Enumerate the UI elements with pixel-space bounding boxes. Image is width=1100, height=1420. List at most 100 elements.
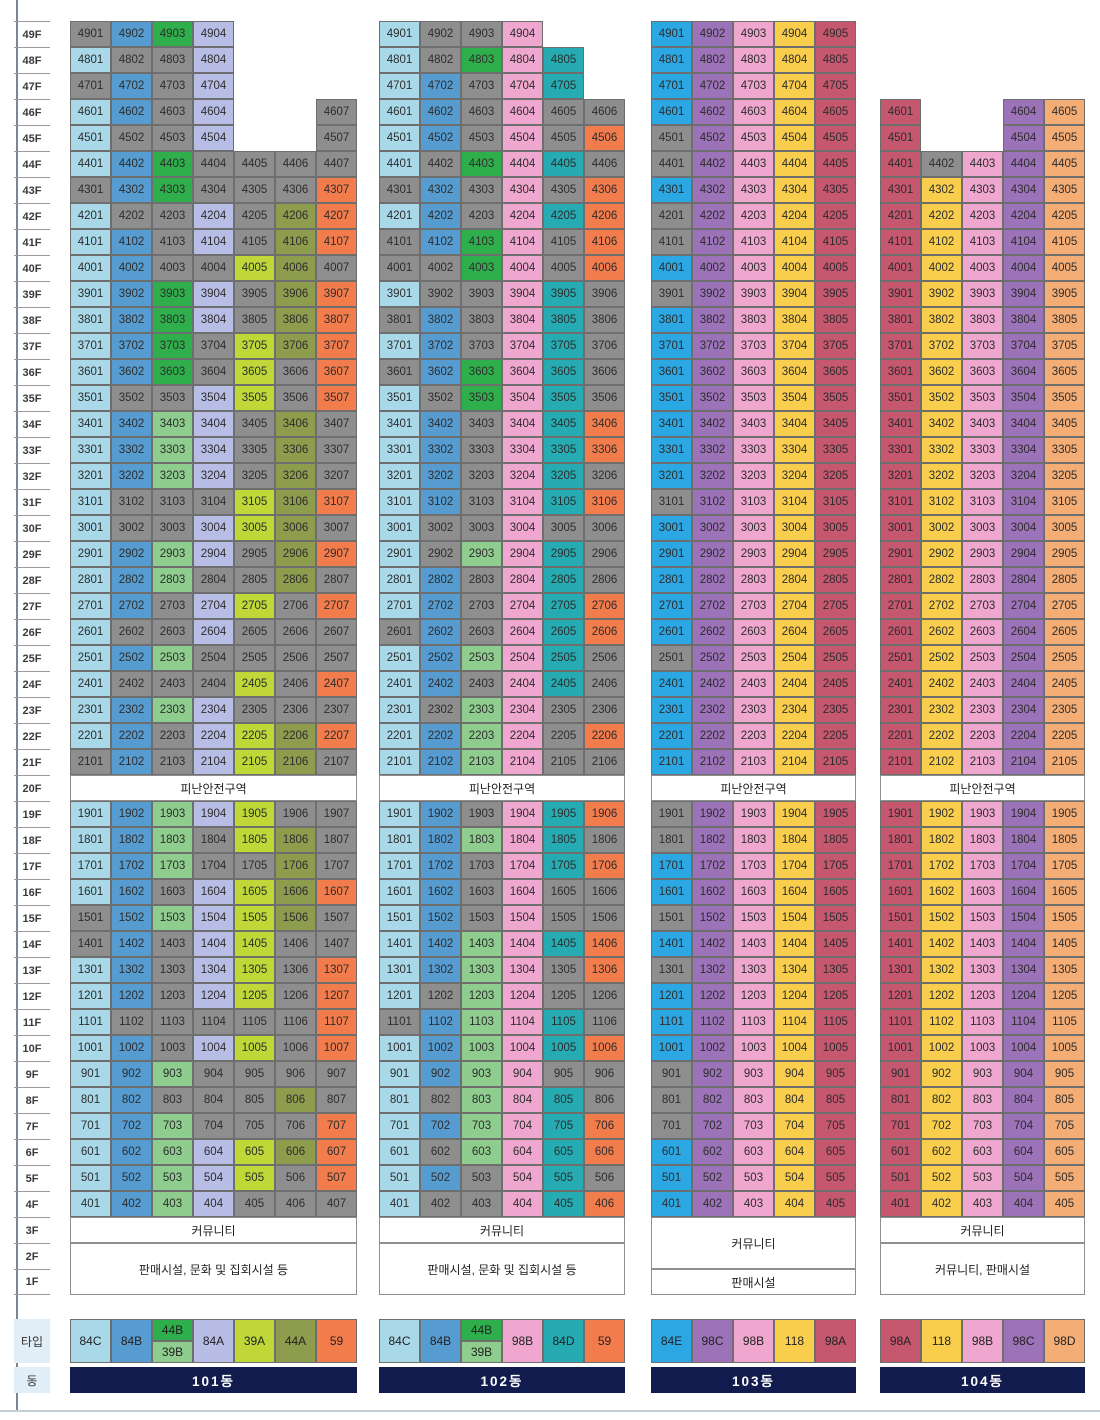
- unit-cell-1903[interactable]: 1903: [962, 801, 1003, 827]
- unit-cell-2203[interactable]: 2203: [461, 723, 502, 749]
- unit-cell-2703[interactable]: 2703: [962, 593, 1003, 619]
- unit-cell-1901[interactable]: 1901: [70, 801, 111, 827]
- unit-cell-3102[interactable]: 3102: [921, 489, 962, 515]
- unit-cell-4202[interactable]: 4202: [921, 203, 962, 229]
- unit-cell-4301[interactable]: 4301: [880, 177, 921, 203]
- unit-cell-3203[interactable]: 3203: [962, 463, 1003, 489]
- unit-cell-2902[interactable]: 2902: [921, 541, 962, 567]
- unit-cell-1103[interactable]: 1103: [962, 1009, 1003, 1035]
- unit-cell-1405[interactable]: 1405: [815, 931, 856, 957]
- unit-cell-2302[interactable]: 2302: [692, 697, 733, 723]
- unit-cell-2301[interactable]: 2301: [880, 697, 921, 723]
- unit-cell-4304[interactable]: 4304: [502, 177, 543, 203]
- unit-cell-1203[interactable]: 1203: [461, 983, 502, 1009]
- unit-cell-1704[interactable]: 1704: [502, 853, 543, 879]
- unit-cell-601[interactable]: 601: [70, 1139, 111, 1165]
- unit-cell-2802[interactable]: 2802: [111, 567, 152, 593]
- unit-cell-1001[interactable]: 1001: [651, 1035, 692, 1061]
- unit-cell-907[interactable]: 907: [316, 1061, 357, 1087]
- unit-cell-1505[interactable]: 1505: [815, 905, 856, 931]
- unit-cell-3403[interactable]: 3403: [152, 411, 193, 437]
- unit-cell-3901[interactable]: 3901: [70, 281, 111, 307]
- unit-cell-3102[interactable]: 3102: [420, 489, 461, 515]
- unit-cell-801[interactable]: 801: [651, 1087, 692, 1113]
- unit-cell-4403[interactable]: 4403: [962, 151, 1003, 177]
- unit-cell-3002[interactable]: 3002: [921, 515, 962, 541]
- unit-cell-2301[interactable]: 2301: [379, 697, 420, 723]
- unit-cell-4703[interactable]: 4703: [733, 73, 774, 99]
- unit-cell-2701[interactable]: 2701: [880, 593, 921, 619]
- unit-cell-3006[interactable]: 3006: [275, 515, 316, 541]
- unit-cell-4105[interactable]: 4105: [1044, 229, 1085, 255]
- unit-cell-3403[interactable]: 3403: [733, 411, 774, 437]
- unit-cell-1103[interactable]: 1103: [733, 1009, 774, 1035]
- unit-cell-2705[interactable]: 2705: [543, 593, 584, 619]
- unit-cell-2501[interactable]: 2501: [880, 645, 921, 671]
- unit-cell-4104[interactable]: 4104: [774, 229, 815, 255]
- unit-cell-901[interactable]: 901: [651, 1061, 692, 1087]
- unit-cell-2902[interactable]: 2902: [111, 541, 152, 567]
- unit-cell-3205[interactable]: 3205: [234, 463, 275, 489]
- unit-cell-2603[interactable]: 2603: [733, 619, 774, 645]
- unit-cell-4604[interactable]: 4604: [774, 99, 815, 125]
- unit-cell-3501[interactable]: 3501: [880, 385, 921, 411]
- unit-cell-2105[interactable]: 2105: [234, 749, 275, 775]
- unit-cell-1101[interactable]: 1101: [70, 1009, 111, 1035]
- unit-cell-4402[interactable]: 4402: [420, 151, 461, 177]
- unit-cell-2204[interactable]: 2204: [193, 723, 234, 749]
- unit-cell-3202[interactable]: 3202: [692, 463, 733, 489]
- unit-cell-3105[interactable]: 3105: [234, 489, 275, 515]
- unit-cell-1005[interactable]: 1005: [543, 1035, 584, 1061]
- unit-cell-4904[interactable]: 4904: [502, 21, 543, 47]
- unit-cell-603[interactable]: 603: [461, 1139, 502, 1165]
- unit-cell-2103[interactable]: 2103: [962, 749, 1003, 775]
- unit-cell-3903[interactable]: 3903: [962, 281, 1003, 307]
- unit-cell-1703[interactable]: 1703: [733, 853, 774, 879]
- unit-cell-1404[interactable]: 1404: [1003, 931, 1044, 957]
- unit-cell-1202[interactable]: 1202: [692, 983, 733, 1009]
- unit-cell-3401[interactable]: 3401: [379, 411, 420, 437]
- unit-cell-1301[interactable]: 1301: [70, 957, 111, 983]
- unit-cell-1202[interactable]: 1202: [111, 983, 152, 1009]
- unit-cell-605[interactable]: 605: [815, 1139, 856, 1165]
- unit-cell-902[interactable]: 902: [921, 1061, 962, 1087]
- unit-cell-4705[interactable]: 4705: [815, 73, 856, 99]
- unit-cell-2907[interactable]: 2907: [316, 541, 357, 567]
- unit-cell-1102[interactable]: 1102: [692, 1009, 733, 1035]
- unit-cell-2703[interactable]: 2703: [461, 593, 502, 619]
- unit-cell-705[interactable]: 705: [1044, 1113, 1085, 1139]
- unit-cell-1804[interactable]: 1804: [774, 827, 815, 853]
- unit-cell-606[interactable]: 606: [584, 1139, 625, 1165]
- unit-cell-3303[interactable]: 3303: [962, 437, 1003, 463]
- unit-cell-2105[interactable]: 2105: [815, 749, 856, 775]
- unit-cell-4306[interactable]: 4306: [584, 177, 625, 203]
- unit-cell-1003[interactable]: 1003: [962, 1035, 1003, 1061]
- unit-cell-4701[interactable]: 4701: [379, 73, 420, 99]
- unit-cell-4901[interactable]: 4901: [651, 21, 692, 47]
- unit-cell-404[interactable]: 404: [1003, 1191, 1044, 1217]
- unit-cell-3304[interactable]: 3304: [1003, 437, 1044, 463]
- unit-cell-1707[interactable]: 1707: [316, 853, 357, 879]
- unit-cell-1805[interactable]: 1805: [543, 827, 584, 853]
- unit-cell-4004[interactable]: 4004: [774, 255, 815, 281]
- unit-cell-1905[interactable]: 1905: [234, 801, 275, 827]
- unit-cell-4803[interactable]: 4803: [733, 47, 774, 73]
- unit-cell-1204[interactable]: 1204: [1003, 983, 1044, 1009]
- unit-cell-2307[interactable]: 2307: [316, 697, 357, 723]
- unit-cell-1002[interactable]: 1002: [692, 1035, 733, 1061]
- unit-cell-3405[interactable]: 3405: [1044, 411, 1085, 437]
- unit-cell-1105[interactable]: 1105: [1044, 1009, 1085, 1035]
- unit-cell-3201[interactable]: 3201: [651, 463, 692, 489]
- unit-cell-1205[interactable]: 1205: [1044, 983, 1085, 1009]
- unit-cell-3904[interactable]: 3904: [1003, 281, 1044, 307]
- unit-cell-3302[interactable]: 3302: [420, 437, 461, 463]
- unit-cell-1405[interactable]: 1405: [543, 931, 584, 957]
- unit-cell-2504[interactable]: 2504: [193, 645, 234, 671]
- unit-cell-4705[interactable]: 4705: [543, 73, 584, 99]
- unit-cell-2201[interactable]: 2201: [651, 723, 692, 749]
- unit-cell-1903[interactable]: 1903: [733, 801, 774, 827]
- unit-cell-2602[interactable]: 2602: [692, 619, 733, 645]
- unit-cell-3702[interactable]: 3702: [921, 333, 962, 359]
- unit-cell-3202[interactable]: 3202: [420, 463, 461, 489]
- unit-cell-1101[interactable]: 1101: [379, 1009, 420, 1035]
